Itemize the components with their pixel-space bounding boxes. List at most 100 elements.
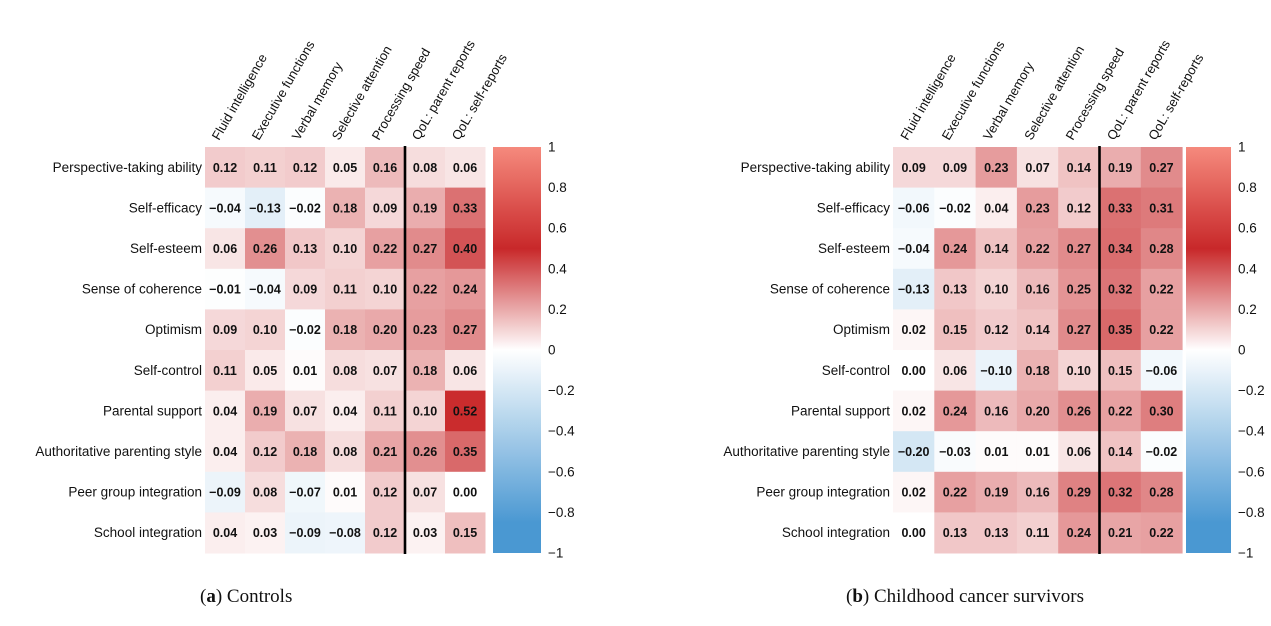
panel-a-cell [285, 350, 326, 392]
panel-a-cell [325, 431, 366, 473]
panel-a-colorbar-tick: 0.2 [548, 302, 567, 317]
figure-canvas: 0.12 0.11 0.12 0.05 0.16 0.08 0.06 −0.04 −0.13 −0… [35, 37, 1265, 561]
panel-a-cell [205, 471, 246, 513]
panel-b-cell [1140, 147, 1183, 189]
panel-b-cell [1058, 512, 1100, 554]
panel-b-cell [1099, 431, 1142, 473]
panel-a-cell [285, 512, 326, 554]
panel-a-cell-label: 0.06 [453, 161, 477, 175]
panel-a-cell-label: 0.11 [333, 283, 357, 297]
panel-b-colorbar [1186, 147, 1231, 553]
panel-a-cell-label: −0.09 [289, 526, 321, 540]
panel-a-cell-label: 0.04 [213, 404, 237, 418]
panel-a-cell-label: 0.11 [213, 364, 237, 378]
panel-a-cell [445, 187, 486, 229]
panel-a-cell-label: 0.00 [453, 486, 477, 500]
panel-b-cell [1058, 350, 1100, 392]
panel-b-cell-label: −0.06 [898, 201, 930, 215]
panel-a-cell-label: 0.20 [373, 323, 397, 337]
caption-a: (a) Controls [200, 586, 293, 607]
panel-a-cell [245, 268, 286, 310]
panel-a-cell-label: 0.11 [373, 404, 397, 418]
panel-b-cell [975, 350, 1018, 392]
panel-b-cell-label: −0.20 [898, 445, 930, 459]
panel-a-cell [205, 268, 246, 310]
panel-b-cell-label: 0.28 [1149, 242, 1173, 256]
panel-b-cell [1058, 187, 1100, 229]
panel-b-cell [1016, 390, 1059, 432]
panel-b-cell-label: 0.33 [1108, 201, 1132, 215]
panel-a-cell-label: 0.07 [293, 404, 317, 418]
panel-a-cell-label: 0.16 [373, 161, 397, 175]
panel-b-cell-label: 0.13 [943, 526, 967, 540]
panel-a-cell-label: 0.01 [293, 364, 317, 378]
panel-a-cell-label: 0.10 [373, 283, 397, 297]
panel-a-cell-label: 0.12 [373, 526, 397, 540]
panel-a-cell [365, 512, 406, 554]
panel-b-cell [1140, 431, 1183, 473]
panel-a-row-label: Parental support [103, 403, 202, 418]
panel-b-cell [975, 431, 1018, 473]
panel-b-cell [1099, 268, 1142, 310]
panel-a-cell-label: 0.01 [333, 486, 357, 500]
panel-b-cell-label: 0.22 [1149, 526, 1173, 540]
panel-b-cell-label: 0.22 [1149, 283, 1173, 297]
panel-a-colorbar-tick: 0 [548, 343, 556, 358]
panel-b-cell-label: 0.02 [901, 404, 925, 418]
panel-b-cell [1016, 147, 1059, 189]
panel-b-cell [893, 512, 935, 554]
panel-b-cell [1140, 268, 1183, 310]
panel-a-cell [245, 471, 286, 513]
panel-b-cell [893, 431, 935, 473]
panel-a-cell-label: 0.40 [453, 242, 477, 256]
panel-a-cell [285, 147, 326, 189]
panel-b-colorbar-tick: 0.6 [1238, 221, 1257, 236]
panel-a-colorbar-tick: −0.6 [548, 464, 575, 479]
panel-a-cell-label: 0.08 [333, 364, 357, 378]
panel-a-cell [405, 512, 446, 554]
panel-a-cell-label: 0.09 [293, 283, 317, 297]
panel-b-cell [893, 187, 935, 229]
panel-a-cell [365, 147, 406, 189]
panel-a-cell-label: 0.33 [453, 201, 477, 215]
panel-b-cell [1058, 309, 1100, 351]
panel-b-colorbar-tick: −1 [1238, 546, 1253, 561]
panel-b-cell-label: 0.20 [1025, 404, 1049, 418]
panel-a-cell-label: 0.08 [253, 486, 277, 500]
panel-b-cell [893, 309, 935, 351]
panel-b-cell-label: 0.30 [1149, 404, 1173, 418]
panel-a-cell [205, 187, 246, 229]
panel-a-cell [445, 309, 486, 351]
panel-b-cell-label: 0.01 [1025, 445, 1049, 459]
panel-b-cell-label: 0.19 [984, 486, 1008, 500]
panel-a-cell [365, 471, 406, 513]
panel-b-cell-label: 0.22 [1108, 404, 1132, 418]
panel-b-cell [934, 228, 977, 270]
panel-a-cell [245, 350, 286, 392]
panel-b-row-label: Sense of coherence [770, 282, 890, 297]
panel-a-cell [405, 350, 446, 392]
panel-b-cell [975, 471, 1018, 513]
panel-b-cell [893, 147, 935, 189]
panel-a-cell [405, 228, 446, 270]
panel-b-cell [1058, 431, 1100, 473]
panel-b-cell-label: 0.15 [1108, 364, 1132, 378]
panel-b-cell-label: 0.00 [901, 364, 925, 378]
panel-a-cell-label: 0.15 [453, 526, 477, 540]
panel-a-cell [325, 147, 366, 189]
panel-b-cell-label: −0.04 [898, 242, 930, 256]
panel-b-cell-label: 0.21 [1108, 526, 1132, 540]
panel-a-cell-label: 0.08 [413, 161, 437, 175]
panel-a-cell-label: 0.10 [253, 323, 277, 337]
panel-a-row-label: Peer group integration [68, 485, 202, 500]
panel-a-cell-label: 0.11 [253, 161, 277, 175]
panel-b-cell [893, 228, 935, 270]
panel-a-colorbar [493, 147, 541, 553]
panel-b-cell [1140, 471, 1183, 513]
caption-b: (b) Childhood cancer survivors [846, 586, 1084, 607]
panel-b-cell [1099, 512, 1142, 554]
panel-a-cell-label: 0.22 [373, 242, 397, 256]
panel-a-cell [325, 268, 366, 310]
panel-a-cell [285, 431, 326, 473]
panel-b-cell-label: −0.13 [898, 283, 930, 297]
